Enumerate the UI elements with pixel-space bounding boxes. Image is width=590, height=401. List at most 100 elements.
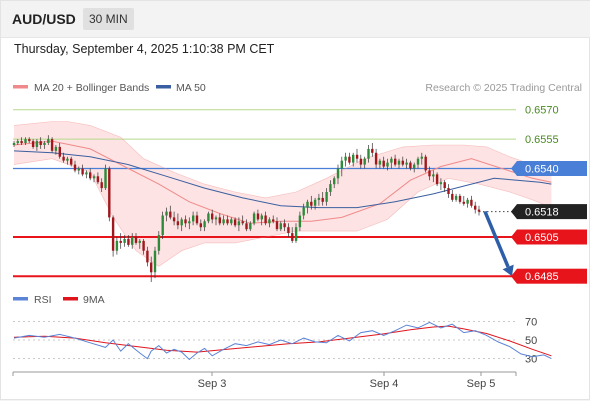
candle-body	[111, 217, 115, 251]
candle-body	[245, 223, 248, 230]
projection-arrow-shaft	[483, 210, 510, 268]
candle-body	[127, 239, 130, 245]
candle-body	[340, 160, 343, 169]
candle-body	[16, 141, 19, 144]
ma20-legend-label: MA 20 + Bollinger Bands	[34, 82, 149, 94]
candle-body	[382, 160, 385, 167]
candle-body	[47, 139, 50, 143]
candle-body	[180, 219, 183, 226]
candle-body	[81, 168, 84, 175]
candle-body	[157, 235, 161, 251]
candle-body	[310, 201, 313, 206]
rsi-tick-label: 70	[525, 316, 537, 328]
candle-body	[272, 219, 275, 222]
candle-body	[378, 160, 382, 165]
candle-body	[20, 141, 23, 144]
level-label-pivot: 0.6540	[525, 164, 559, 176]
candle-body	[207, 213, 210, 222]
candle-body	[413, 164, 416, 169]
moving-averages	[13, 121, 552, 267]
candle-body	[474, 205, 477, 210]
candle-body	[466, 199, 469, 204]
candle-body	[313, 199, 317, 206]
candle-body	[195, 215, 199, 224]
candle-body	[249, 223, 252, 230]
candle-body	[203, 221, 206, 228]
ma20-legend-swatch	[13, 85, 28, 89]
candle-body	[363, 158, 366, 165]
candle-body	[454, 195, 458, 200]
candle-body	[432, 174, 435, 177]
candle-body	[89, 172, 92, 179]
candle-body	[477, 209, 481, 212]
candle-body	[317, 197, 321, 200]
candle-body	[256, 213, 260, 220]
candle-body	[451, 193, 454, 200]
candle-body	[283, 223, 286, 228]
candle-body	[77, 168, 80, 171]
candle-body	[439, 182, 443, 185]
candle-body	[192, 215, 195, 222]
candle-body	[409, 162, 412, 169]
interval-button[interactable]: 30 MIN	[83, 8, 134, 30]
candle-body	[123, 239, 126, 243]
level-label-support-2: 0.6485	[525, 271, 559, 283]
candle-body	[230, 219, 233, 224]
candle-body	[31, 141, 35, 147]
candle-body	[92, 176, 96, 179]
rsi-tick-label: 50	[525, 335, 537, 347]
candle-body	[260, 215, 263, 220]
bollinger-band	[14, 121, 552, 267]
candle-body	[134, 237, 138, 243]
candle-body	[394, 158, 397, 165]
candle-body	[367, 148, 370, 159]
candle-body	[73, 164, 77, 171]
rsi-ma-legend-label: 9MA	[83, 294, 105, 306]
candle-body	[325, 192, 328, 202]
x-axis-label: Sep 4	[370, 378, 399, 390]
candle-body	[115, 240, 119, 251]
candle-body	[447, 188, 450, 194]
level-box-pivot	[517, 161, 587, 176]
candle-body	[321, 197, 324, 202]
level-pointer-last-price	[511, 204, 517, 220]
timestamp-label: Thursday, September 4, 2025 1:10:38 PM C…	[14, 42, 275, 56]
candle-body	[96, 176, 100, 183]
ma50-legend-label: MA 50	[176, 82, 206, 94]
candle-body	[43, 143, 46, 145]
level-labels: 0.6570 0.6555 0.6540 0.6518 0.6505 0.6485	[511, 105, 587, 284]
candle-body	[222, 219, 225, 224]
level-box-last-price	[517, 204, 587, 220]
candle-body	[169, 211, 172, 218]
candle-body	[28, 139, 31, 142]
candle-body	[424, 156, 427, 171]
candle-body	[58, 146, 61, 157]
candle-body	[131, 237, 134, 245]
candle-body	[275, 221, 279, 230]
candle-body	[104, 168, 107, 189]
candle-body	[333, 178, 336, 185]
projection	[483, 210, 514, 277]
rsi-line	[13, 321, 552, 361]
candle-body	[214, 217, 218, 220]
candle-body	[374, 152, 378, 165]
candle-body	[302, 207, 305, 216]
level-pointer-support-1	[511, 229, 517, 245]
projection-arrow-head	[502, 264, 514, 277]
candle-body	[237, 221, 241, 226]
candle-body	[142, 240, 145, 251]
x-axis-label: Sep 3	[198, 378, 227, 390]
candle-body	[264, 215, 267, 224]
candle-body	[405, 162, 408, 165]
candles	[12, 135, 481, 282]
x-axis-label: Sep 5	[467, 378, 496, 390]
level-pointer-pivot	[511, 161, 517, 176]
chart-header: AUD/USD 30 MIN	[1, 1, 590, 38]
candle-body	[298, 215, 302, 228]
candle-body	[386, 162, 389, 167]
candle-body	[188, 221, 191, 224]
candle-body	[352, 154, 355, 163]
ma50-line	[13, 150, 552, 209]
candle-body	[458, 195, 462, 202]
